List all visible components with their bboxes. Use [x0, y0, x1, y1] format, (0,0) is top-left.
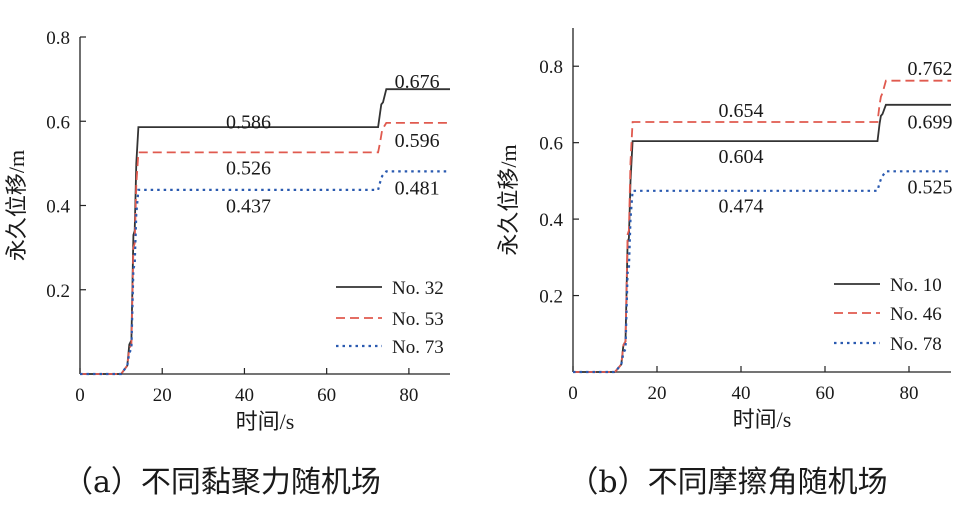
legend-label: No. 32: [392, 278, 444, 299]
x-tick-label: 40: [732, 383, 751, 404]
x-tick-label: 20: [153, 385, 172, 406]
legend-label: No. 73: [392, 337, 444, 358]
legend-label: No. 46: [890, 304, 942, 325]
chart-caption: （b）不同摩擦角随机场: [568, 465, 887, 500]
x-tick-label: 80: [900, 383, 919, 404]
y-tick-label: 0.2: [46, 281, 70, 302]
value-annotation: 0.604: [719, 146, 764, 168]
series-line-no-73: [80, 170, 450, 376]
legend-label: No. 10: [890, 275, 942, 296]
x-tick-label: 80: [399, 385, 418, 406]
value-annotation: 0.762: [908, 58, 953, 80]
value-annotation: 0.525: [908, 177, 953, 199]
value-annotation: 0.481: [395, 177, 440, 199]
series-line-no-78: [573, 170, 951, 374]
chart-panel-b: 0 20 40 60 80 0.2 0.4 0.6 0.8 时间/s 永久位移/m 0.654 0.60…: [496, 28, 953, 500]
x-tick-label: 0: [568, 383, 578, 404]
chart-panel-a: 0 20 40 60 80 0.2 0.4 0.6 0.8 时间/s 永久位移/m 0.586 0.52…: [4, 28, 450, 500]
value-annotation: 0.474: [719, 196, 764, 218]
x-tick-label: 40: [235, 385, 254, 406]
y-axis-label: 永久位移/m: [4, 150, 29, 261]
chart-caption: （a）不同黏聚力随机场: [63, 465, 381, 500]
y-tick-label: 0.4: [46, 197, 70, 218]
series-line-no-46: [573, 79, 951, 373]
value-annotation: 0.526: [226, 158, 271, 180]
x-axis-label: 时间/s: [733, 407, 792, 432]
y-tick-label: 0.8: [539, 57, 563, 78]
y-axis-label: 永久位移/m: [496, 144, 521, 255]
y-tick-label: 0.6: [539, 134, 563, 155]
series-line-no-53: [80, 122, 450, 375]
x-tick-label: 60: [816, 383, 835, 404]
legend: No. 32 No. 53 No. 73: [336, 278, 444, 358]
legend-label: No. 78: [890, 334, 942, 355]
legend: No. 10 No. 46 No. 78: [834, 275, 942, 355]
y-tick-label: 0.8: [46, 28, 70, 49]
x-tick-label: 0: [75, 385, 85, 406]
value-annotation: 0.676: [395, 71, 440, 93]
y-tick-label: 0.6: [46, 112, 70, 133]
value-annotation: 0.437: [226, 196, 271, 218]
x-tick-label: 20: [648, 383, 667, 404]
value-annotation: 0.699: [908, 112, 953, 134]
x-tick-label: 60: [317, 385, 336, 406]
value-annotation: 0.586: [226, 111, 271, 133]
value-annotation: 0.596: [395, 130, 440, 152]
y-tick-label: 0.4: [539, 210, 563, 231]
value-annotation: 0.654: [719, 100, 764, 122]
y-tick-label: 0.2: [539, 287, 563, 308]
series-line-no-10: [573, 103, 951, 373]
legend-label: No. 53: [392, 309, 444, 330]
x-axis-label: 时间/s: [236, 409, 295, 434]
